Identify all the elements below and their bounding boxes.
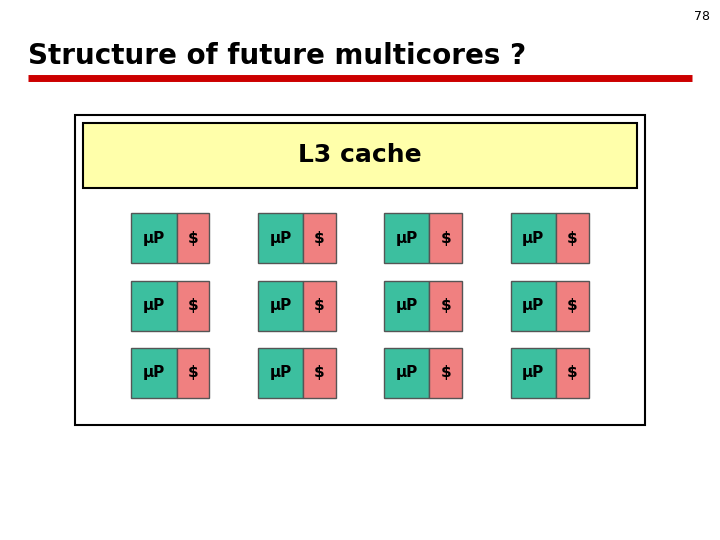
Text: Structure of future multicores ?: Structure of future multicores ? bbox=[28, 42, 526, 70]
Text: μP: μP bbox=[522, 365, 544, 380]
Text: $: $ bbox=[314, 365, 325, 380]
FancyBboxPatch shape bbox=[132, 213, 176, 263]
Text: μP: μP bbox=[396, 365, 418, 380]
Text: $: $ bbox=[314, 298, 325, 313]
Text: μP: μP bbox=[269, 298, 292, 313]
FancyBboxPatch shape bbox=[384, 280, 429, 330]
Text: 78: 78 bbox=[694, 10, 710, 23]
Text: μP: μP bbox=[522, 231, 544, 246]
FancyBboxPatch shape bbox=[303, 213, 336, 263]
Text: $: $ bbox=[567, 298, 577, 313]
FancyBboxPatch shape bbox=[429, 213, 462, 263]
FancyBboxPatch shape bbox=[132, 348, 176, 398]
Text: $: $ bbox=[314, 231, 325, 246]
FancyBboxPatch shape bbox=[176, 280, 210, 330]
FancyBboxPatch shape bbox=[75, 115, 645, 425]
Text: $: $ bbox=[567, 231, 577, 246]
FancyBboxPatch shape bbox=[303, 348, 336, 398]
FancyBboxPatch shape bbox=[258, 348, 303, 398]
Text: μP: μP bbox=[269, 365, 292, 380]
Text: μP: μP bbox=[269, 231, 292, 246]
Text: μP: μP bbox=[143, 298, 165, 313]
FancyBboxPatch shape bbox=[429, 348, 462, 398]
FancyBboxPatch shape bbox=[510, 348, 556, 398]
FancyBboxPatch shape bbox=[384, 348, 429, 398]
FancyBboxPatch shape bbox=[510, 280, 556, 330]
Text: $: $ bbox=[188, 365, 198, 380]
Text: $: $ bbox=[441, 365, 451, 380]
FancyBboxPatch shape bbox=[556, 213, 589, 263]
FancyBboxPatch shape bbox=[303, 280, 336, 330]
Text: L3 cache: L3 cache bbox=[298, 144, 422, 167]
FancyBboxPatch shape bbox=[176, 213, 210, 263]
Text: $: $ bbox=[188, 231, 198, 246]
Text: $: $ bbox=[441, 231, 451, 246]
Text: μP: μP bbox=[396, 298, 418, 313]
Text: $: $ bbox=[441, 298, 451, 313]
FancyBboxPatch shape bbox=[258, 213, 303, 263]
FancyBboxPatch shape bbox=[384, 213, 429, 263]
Text: μP: μP bbox=[396, 231, 418, 246]
FancyBboxPatch shape bbox=[510, 213, 556, 263]
FancyBboxPatch shape bbox=[556, 348, 589, 398]
Text: $: $ bbox=[567, 365, 577, 380]
Text: $: $ bbox=[188, 298, 198, 313]
FancyBboxPatch shape bbox=[176, 348, 210, 398]
FancyBboxPatch shape bbox=[556, 280, 589, 330]
FancyBboxPatch shape bbox=[258, 280, 303, 330]
Text: μP: μP bbox=[522, 298, 544, 313]
FancyBboxPatch shape bbox=[132, 280, 176, 330]
Text: μP: μP bbox=[143, 231, 165, 246]
FancyBboxPatch shape bbox=[429, 280, 462, 330]
Text: μP: μP bbox=[143, 365, 165, 380]
FancyBboxPatch shape bbox=[83, 123, 637, 188]
